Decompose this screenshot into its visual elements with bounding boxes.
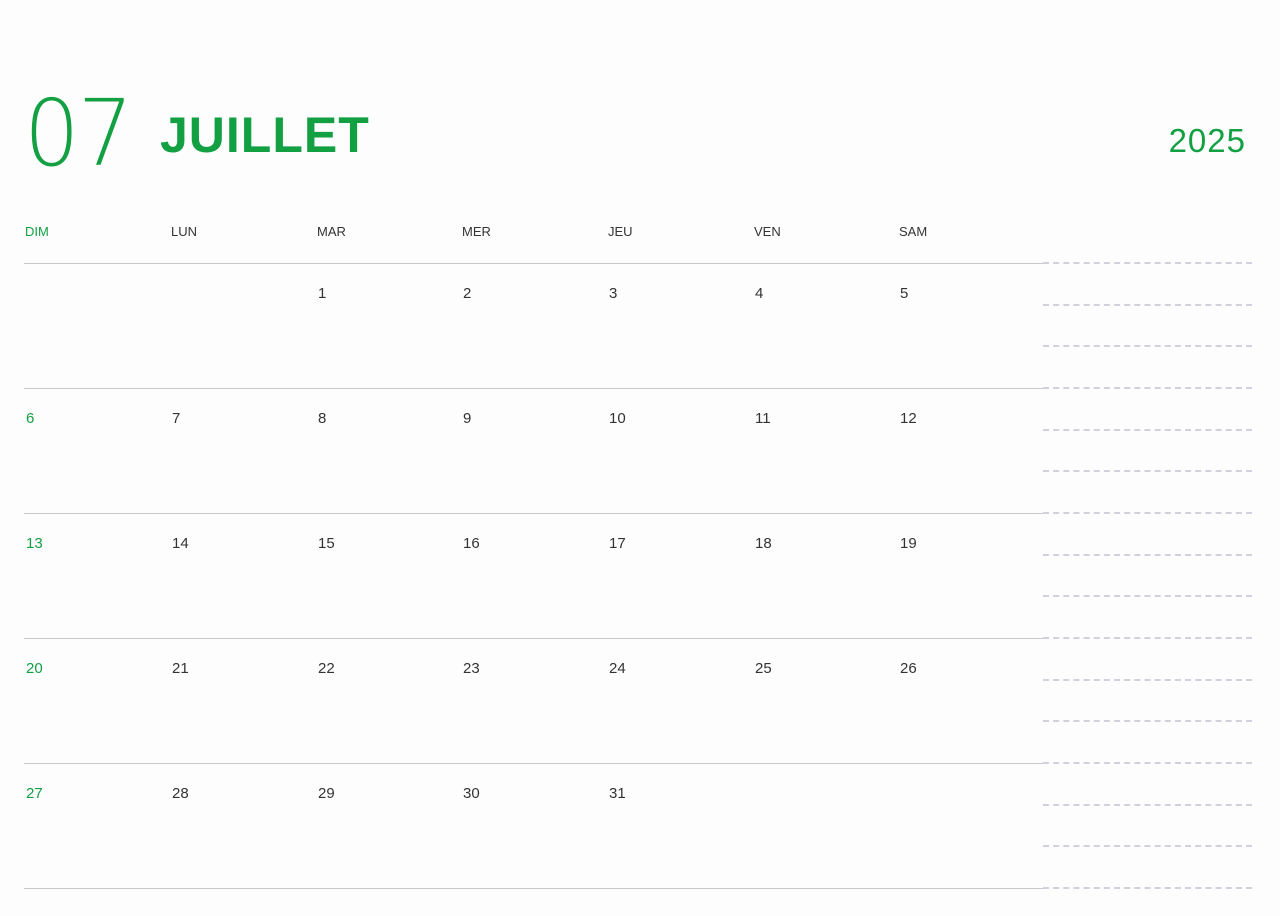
day-cell: 21 xyxy=(172,660,189,677)
weekday-header: JEU xyxy=(608,224,633,239)
note-line xyxy=(1043,678,1252,681)
day-cell: 8 xyxy=(318,410,327,427)
week-divider xyxy=(24,763,1043,764)
note-line xyxy=(1043,387,1252,389)
day-cell: 6 xyxy=(26,410,35,427)
day-cell: 19 xyxy=(900,535,917,552)
note-line xyxy=(1043,345,1252,348)
note-line xyxy=(1043,845,1252,848)
day-cell: 25 xyxy=(755,660,772,677)
weekday-header: MAR xyxy=(317,224,346,239)
weekday-header: DIM xyxy=(25,224,49,239)
day-cell: 22 xyxy=(318,660,335,677)
note-line xyxy=(1043,762,1252,765)
day-cell: 17 xyxy=(609,535,626,552)
day-cell: 26 xyxy=(900,660,917,677)
day-cell: 27 xyxy=(26,785,43,802)
month-name: JUILLET xyxy=(160,107,370,163)
week-divider xyxy=(24,513,1043,514)
day-cell: 30 xyxy=(463,785,480,802)
note-line xyxy=(1043,512,1252,515)
note-line xyxy=(1043,553,1252,556)
year: 2025 xyxy=(1168,122,1246,159)
day-cell: 2 xyxy=(463,285,472,302)
day-cell: 24 xyxy=(609,660,626,677)
day-cell: 20 xyxy=(26,660,43,677)
note-line xyxy=(1043,262,1252,264)
weekday-header: MER xyxy=(462,224,491,239)
day-cell: 18 xyxy=(755,535,772,552)
day-cell: 10 xyxy=(609,410,626,427)
day-cell: 11 xyxy=(755,410,771,427)
weekday-header: LUN xyxy=(171,224,198,239)
day-cell: 3 xyxy=(609,285,618,302)
day-cell: 1 xyxy=(318,285,327,302)
day-cell: 15 xyxy=(318,535,335,552)
day-cell: 7 xyxy=(172,410,181,427)
note-line xyxy=(1043,303,1252,306)
week-divider xyxy=(24,638,1043,639)
day-cell: 28 xyxy=(172,785,189,802)
day-cell: 13 xyxy=(26,535,43,552)
note-line xyxy=(1043,637,1252,640)
day-cell: 4 xyxy=(755,285,764,302)
week-divider xyxy=(24,388,1043,389)
day-cell: 16 xyxy=(463,535,480,552)
day-cell: 31 xyxy=(609,785,626,802)
day-cell: 23 xyxy=(463,660,480,677)
weekday-header: SAM xyxy=(899,224,928,239)
week-divider xyxy=(24,888,1043,889)
note-line xyxy=(1043,428,1252,431)
day-cell: 29 xyxy=(318,785,335,802)
day-cell: 12 xyxy=(900,410,917,427)
weekday-header: VEN xyxy=(754,224,781,239)
day-cell: 5 xyxy=(900,285,909,302)
note-line xyxy=(1043,595,1252,598)
note-line xyxy=(1043,720,1252,723)
note-line xyxy=(1043,803,1252,806)
note-line xyxy=(1043,470,1252,473)
day-cell: 9 xyxy=(463,410,472,427)
day-cell: 14 xyxy=(172,535,189,552)
week-divider xyxy=(24,263,1043,264)
month-number: 07 xyxy=(24,80,133,187)
note-line xyxy=(1043,887,1252,890)
